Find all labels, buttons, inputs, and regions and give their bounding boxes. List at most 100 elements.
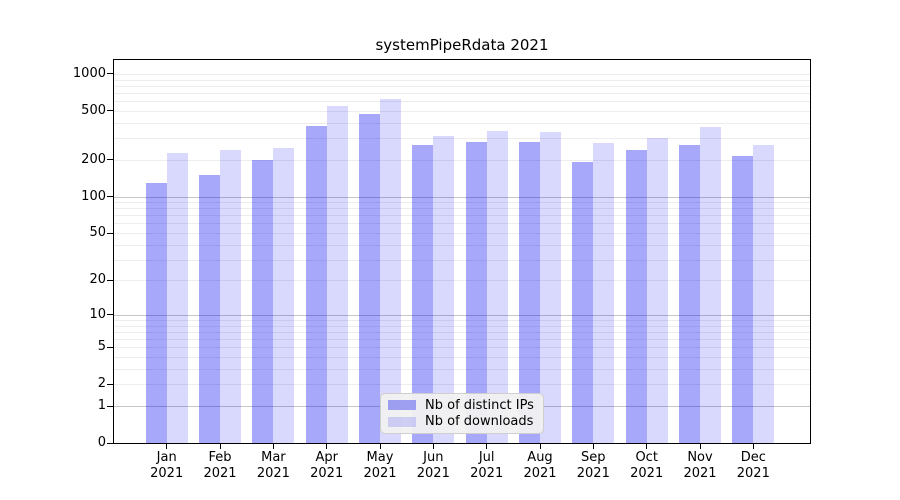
y-tick-label: 0	[97, 435, 106, 450]
x-tick	[592, 444, 594, 449]
x-tick	[379, 444, 381, 449]
bar-downloads	[593, 142, 615, 443]
bar-distinct-ips	[145, 182, 167, 443]
bar-downloads	[273, 147, 295, 443]
grid-line	[114, 325, 810, 327]
legend: Nb of distinct IPs Nb of downloads	[380, 393, 544, 434]
y-tick	[107, 383, 113, 385]
x-tick-year: 2021	[363, 466, 397, 481]
y-tick-label: 5	[97, 339, 106, 355]
x-tick	[699, 444, 701, 449]
grid-line	[114, 196, 810, 198]
y-tick-label: 1	[97, 398, 106, 413]
x-tick-month: Jul	[478, 450, 495, 465]
grid-line	[114, 159, 810, 161]
x-tick-label: Sep 2021	[553, 450, 633, 482]
bar-downloads	[166, 153, 188, 443]
x-tick-label: Mar 2021	[233, 450, 313, 482]
grid-line	[114, 223, 810, 225]
x-tick-label: Aug 2021	[500, 450, 580, 482]
bar-downloads	[380, 99, 401, 443]
x-tick-month: Mar	[261, 450, 286, 465]
x-tick-year: 2021	[150, 466, 184, 481]
x-tick-label: Dec 2021	[713, 450, 793, 482]
x-tick-year: 2021	[736, 466, 770, 481]
y-tick-label: 100	[81, 188, 106, 204]
plot-area: Nb of distinct IPs Nb of downloads	[113, 59, 811, 444]
y-tick	[107, 346, 113, 348]
legend-item-downloads: Nb of downloads	[388, 414, 535, 429]
y-tick-label: 1000	[72, 65, 106, 81]
x-tick-label: Feb 2021	[180, 450, 260, 482]
x-tick-year: 2021	[310, 466, 344, 481]
legend-label-distinct-ips: Nb of distinct IPs	[425, 397, 534, 413]
bar-distinct-ips	[465, 141, 487, 443]
x-tick	[539, 444, 541, 449]
x-tick-month: Dec	[740, 450, 766, 465]
grid-line	[114, 138, 810, 140]
x-tick	[166, 444, 168, 449]
bar-distinct-ips	[199, 175, 220, 443]
grid-line	[114, 110, 810, 112]
x-tick-year: 2021	[683, 466, 717, 481]
legend-swatch-distinct-ips	[388, 400, 416, 411]
grid-line	[114, 347, 810, 349]
legend-swatch-downloads	[388, 416, 416, 427]
grid-line	[114, 314, 810, 316]
x-tick-month: May	[366, 450, 394, 465]
grid-line	[114, 93, 810, 94]
grid-line	[114, 101, 810, 103]
bar-distinct-ips	[679, 144, 700, 443]
y-tick	[107, 196, 113, 197]
x-tick-month: Nov	[687, 450, 713, 465]
y-tick	[107, 442, 113, 444]
grid-line	[114, 280, 810, 282]
x-tick-label: Jan 2021	[127, 450, 207, 482]
legend-item-distinct-ips: Nb of distinct IPs	[388, 398, 535, 413]
bar-distinct-ips	[572, 162, 594, 443]
x-tick	[326, 444, 328, 449]
x-tick-year: 2021	[470, 466, 504, 481]
x-tick-year: 2021	[416, 466, 450, 481]
y-tick	[107, 73, 113, 75]
x-tick-year: 2021	[576, 466, 610, 481]
x-tick-month: Jan	[156, 450, 177, 465]
y-tick	[107, 232, 113, 234]
bar-distinct-ips	[305, 125, 327, 443]
grid-line	[114, 208, 810, 210]
grid-line	[114, 357, 810, 358]
grid-line	[114, 79, 810, 81]
y-tick-label: 50	[89, 225, 106, 240]
x-tick-year: 2021	[523, 466, 557, 481]
grid-line	[114, 122, 810, 124]
grid-line	[114, 215, 810, 217]
bar-distinct-ips	[412, 144, 434, 443]
x-tick-year: 2021	[630, 466, 664, 481]
grid-line	[114, 259, 810, 261]
grid-line	[114, 244, 810, 246]
x-tick-label: Nov 2021	[660, 450, 740, 482]
grid-line	[114, 384, 810, 386]
chart-title: systemPipeRdata 2021	[375, 36, 549, 54]
grid-line	[114, 331, 810, 333]
x-tick-month: Sep	[581, 450, 606, 465]
x-tick	[432, 444, 434, 449]
y-tick-label: 2	[97, 376, 106, 392]
x-tick	[272, 444, 274, 449]
x-tick	[486, 444, 488, 449]
grid-line	[114, 320, 810, 321]
x-tick-month: Jun	[423, 450, 444, 465]
bar-distinct-ips	[252, 159, 274, 443]
x-tick	[219, 444, 221, 449]
bar-distinct-ips	[732, 155, 754, 443]
bar-downloads	[700, 127, 721, 443]
bar-distinct-ips	[625, 150, 647, 443]
x-tick	[752, 444, 754, 449]
bar-distinct-ips	[359, 113, 380, 443]
x-tick	[646, 444, 648, 449]
x-tick-month: Aug	[527, 450, 553, 465]
bar-downloads	[486, 130, 508, 443]
y-tick	[107, 314, 113, 316]
legend-label-downloads: Nb of downloads	[425, 414, 534, 430]
